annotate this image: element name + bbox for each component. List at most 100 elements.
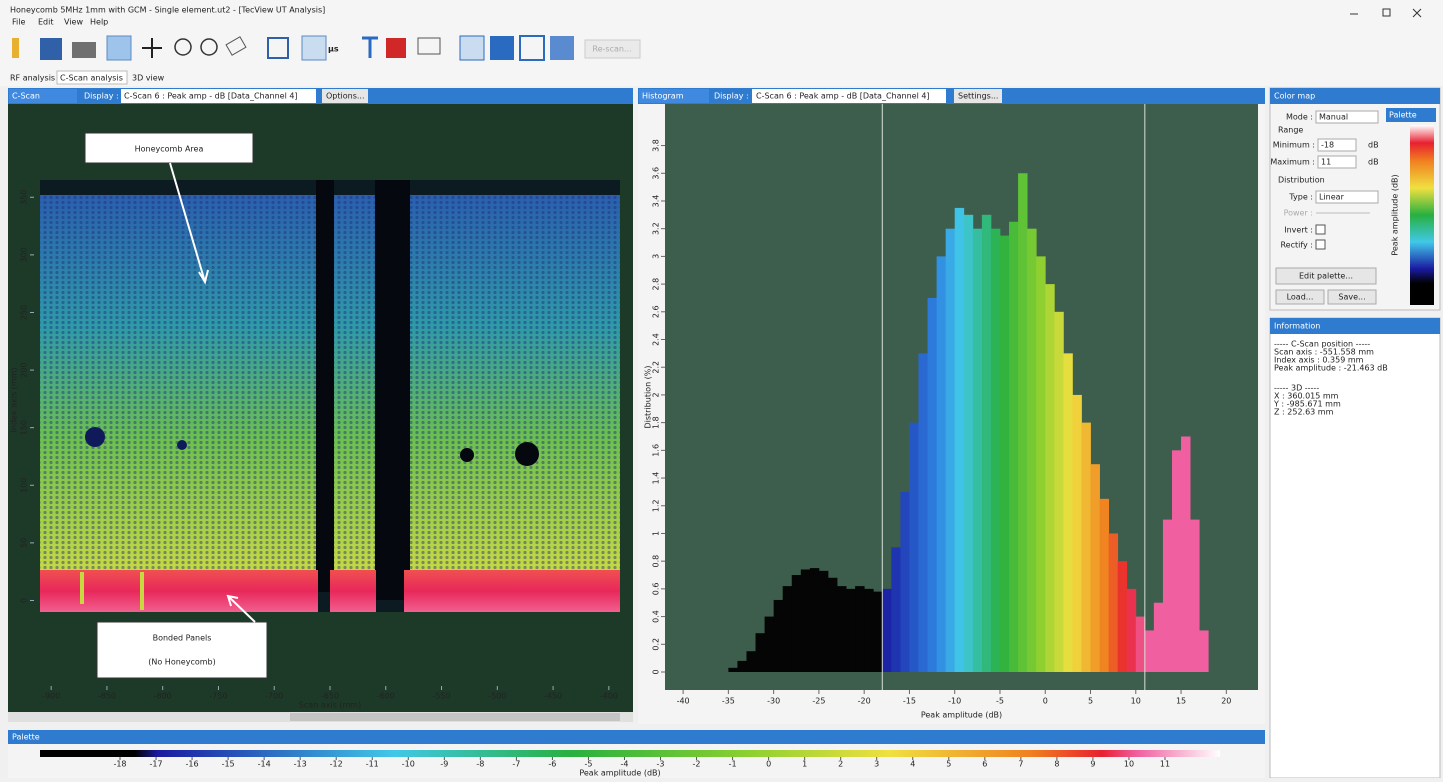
y-tick-label: 3.6 (652, 167, 661, 180)
cscan-panel: C-Scan Display : C-Scan 6 : Peak amp - d… (8, 88, 633, 722)
mode-label: Mode : (1286, 113, 1313, 122)
display-value: C-Scan 6 : Peak amp - dB [Data_Channel 4… (756, 92, 930, 101)
tool-icon[interactable] (107, 36, 131, 60)
options-label: Options... (326, 92, 365, 101)
bar (801, 569, 810, 672)
tool-icon[interactable] (490, 36, 514, 60)
palette-tick-label: -9 (440, 760, 448, 769)
tab[interactable]: RF analysis (10, 74, 55, 83)
palette-tick-label: 9 (1090, 760, 1095, 769)
menu-item[interactable]: View (64, 18, 83, 27)
x-tick-label: 10 (1131, 697, 1141, 706)
bar (810, 568, 819, 672)
bar (1018, 173, 1027, 672)
bar (1136, 617, 1145, 672)
y-tick-label: 3.2 (652, 222, 661, 235)
tool-icon[interactable] (386, 38, 406, 58)
panel-header (8, 730, 1265, 744)
bar (1081, 423, 1090, 672)
menu-item[interactable]: Help (90, 18, 108, 27)
scroll-thumb[interactable] (290, 713, 620, 721)
y-tick-label: 0 (652, 669, 661, 674)
bar (1000, 236, 1009, 672)
bar (1127, 589, 1136, 672)
palette-tick-label: 8 (1054, 760, 1059, 769)
x-tick-label: 5 (1088, 697, 1093, 706)
tool-icon[interactable] (302, 36, 326, 60)
bar (909, 423, 918, 672)
y-tick-label: 3 (652, 254, 661, 259)
side-palette (1410, 125, 1434, 305)
palette-tick-label: -1 (729, 760, 737, 769)
invert-label: Invert : (1284, 226, 1313, 235)
bar (1045, 284, 1054, 672)
bar (1009, 222, 1018, 672)
bar (991, 229, 1000, 672)
side-palette-label: Peak amplitude (dB) (1391, 174, 1400, 255)
bar (1154, 603, 1163, 672)
bar (982, 215, 991, 672)
palette-tick-label: -7 (512, 760, 520, 769)
bar (1054, 312, 1063, 672)
save-label: Save... (1338, 293, 1365, 302)
palette-tick-label: -16 (186, 760, 199, 769)
palette-tick-label: -17 (149, 760, 162, 769)
y-tick-label: 1.8 (652, 416, 661, 429)
bar (1181, 436, 1190, 672)
palette-tick-label: 6 (982, 760, 987, 769)
tool-icon[interactable] (12, 38, 19, 58)
unit-button[interactable]: µs (328, 45, 339, 54)
y-tick-label: 2.2 (652, 361, 661, 374)
bar (746, 651, 755, 672)
palette-tick-label: 3 (874, 760, 879, 769)
color-map-panel: Color map Palette Peak amplitude (dB) Mo… (1270, 88, 1440, 310)
y-tick-label: 150 (20, 420, 29, 435)
bar (819, 571, 828, 672)
y-tick-label: 300 (20, 247, 29, 262)
x-tick-label: -35 (722, 697, 735, 706)
tab[interactable]: 3D view (132, 74, 165, 83)
tab[interactable]: C-Scan analysis (60, 74, 123, 83)
defect (85, 427, 105, 447)
annotation: Bonded Panels (153, 634, 212, 643)
palette-tick-label: -6 (548, 760, 556, 769)
bar (728, 668, 737, 672)
x-tick-label: -20 (858, 697, 871, 706)
load-label: Load... (1287, 293, 1314, 302)
x-tick-label: -650 (321, 692, 339, 701)
x-tick-label: -30 (767, 697, 780, 706)
palette-tick-label: -18 (113, 760, 126, 769)
palette-bar (40, 750, 1220, 757)
menu-item[interactable]: File (12, 18, 25, 27)
bar (774, 600, 783, 672)
palette-tick-label: -10 (402, 760, 415, 769)
y-tick-label: 1.4 (652, 472, 661, 485)
palette-tab-label: Palette (1389, 111, 1417, 120)
window-title: Honeycomb 5MHz 1mm with GCM - Single ele… (10, 6, 325, 15)
tool-icon[interactable] (72, 42, 96, 58)
x-tick-label: -750 (209, 692, 227, 701)
bar (1172, 450, 1181, 672)
maximum-unit: dB (1368, 158, 1379, 167)
bar (1163, 520, 1172, 672)
rectify-checkbox[interactable] (1316, 240, 1325, 249)
display-label: Display : (714, 92, 749, 101)
bar (882, 589, 891, 672)
invert-checkbox[interactable] (1316, 225, 1325, 234)
tool-icon[interactable] (550, 36, 574, 60)
menu-item[interactable]: Edit (38, 18, 54, 27)
tool-icon[interactable] (40, 38, 62, 60)
info-line: Z : 252.63 mm (1274, 408, 1334, 417)
y-tick-label: 350 (20, 190, 29, 205)
distribution-label: Distribution (1278, 176, 1325, 185)
y-tick-label: 250 (20, 305, 29, 320)
palette-tick-label: -12 (330, 760, 343, 769)
palette-tick-label: -15 (222, 760, 235, 769)
y-tick-label: 1.6 (652, 444, 661, 457)
gap-strip (316, 180, 334, 592)
bar (792, 575, 801, 672)
minimum-label: Minimum : (1273, 141, 1315, 150)
tool-icon[interactable] (460, 36, 484, 60)
bar (828, 578, 837, 672)
bonded-region (404, 570, 620, 612)
